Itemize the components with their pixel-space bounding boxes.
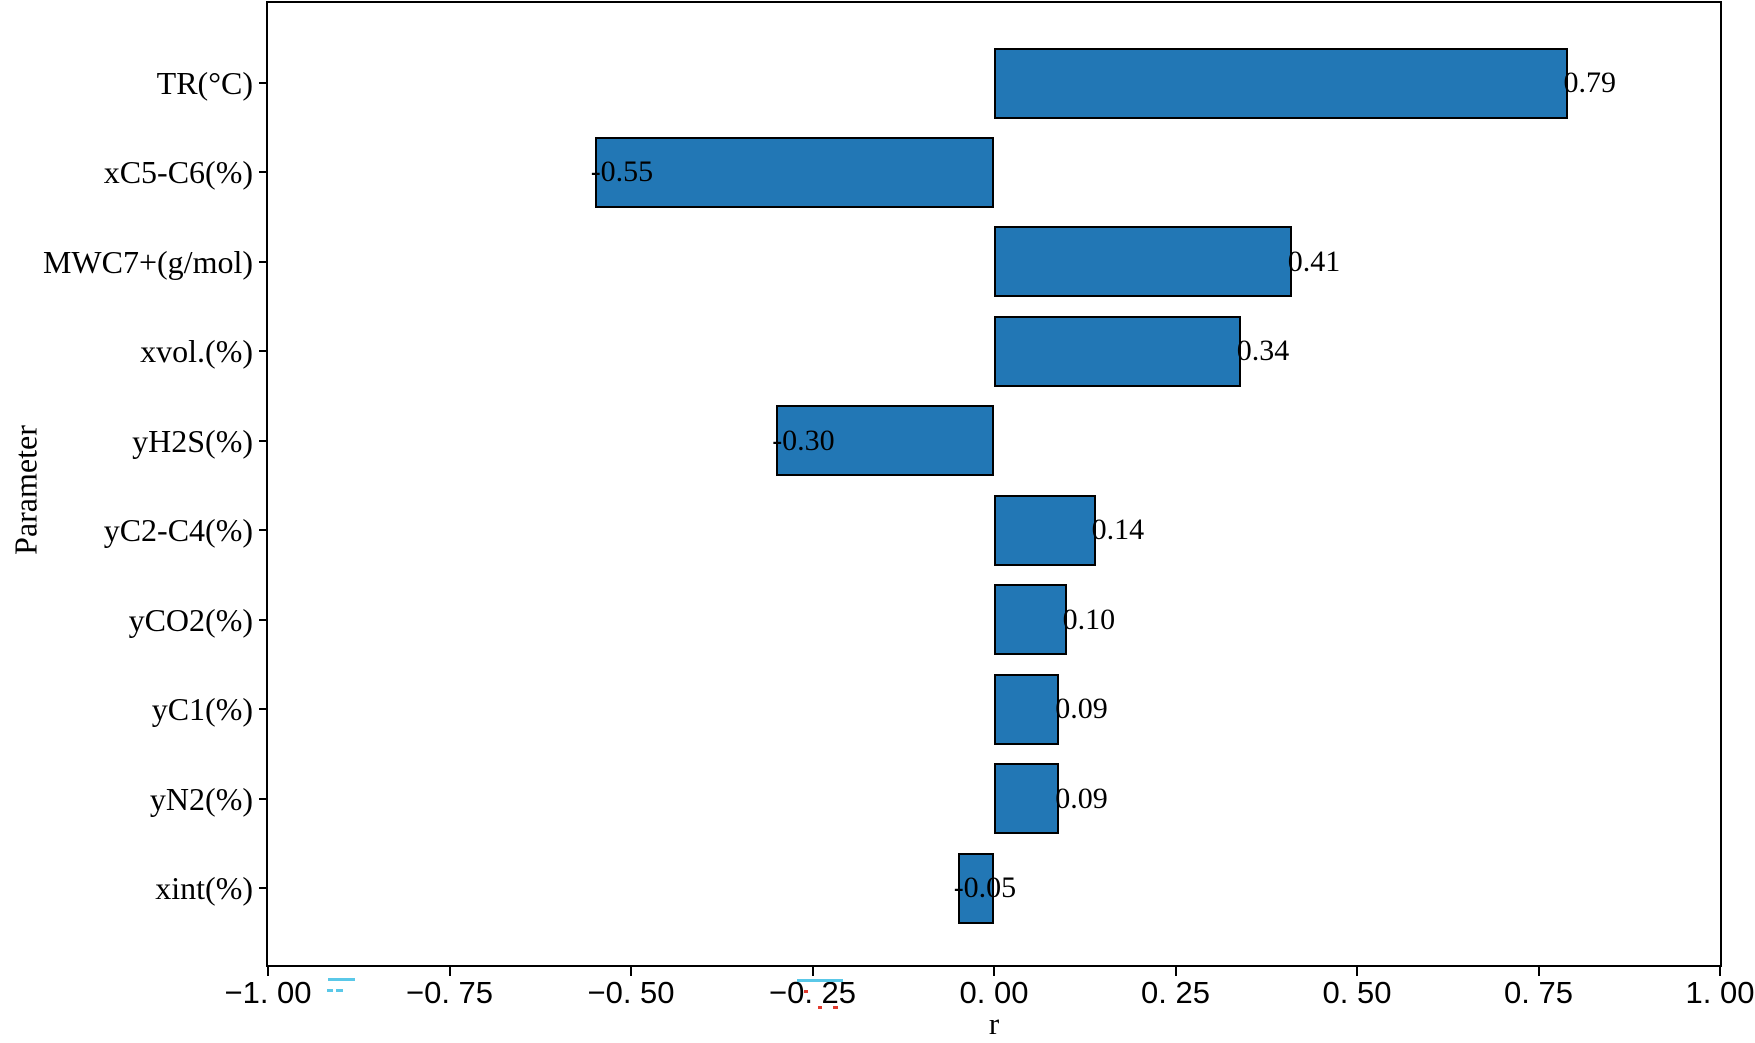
y-tick-label: yH2S(%) — [132, 422, 253, 459]
x-tick-label: 0. 50 — [1322, 975, 1392, 1010]
y-axis-title: Parameter — [7, 425, 44, 555]
y-tick-label: TR(°C) — [156, 65, 253, 101]
cyan-dot-artifact — [327, 989, 333, 992]
bar-value-label: 0.41 — [1287, 244, 1341, 278]
bar — [994, 47, 1568, 119]
bar-value-label: 0.09 — [1055, 692, 1108, 726]
y-tick-label: yCO2(%) — [128, 601, 253, 638]
bar — [957, 852, 994, 924]
red-speck-artifact — [818, 1006, 822, 1009]
x-axis-title: r — [988, 1006, 1000, 1041]
bar — [994, 763, 1060, 835]
y-tick-mark — [259, 797, 268, 800]
y-tick-label: yN2(%) — [149, 780, 253, 817]
x-tick-label: 0. 25 — [1141, 975, 1210, 1010]
bar — [994, 584, 1067, 656]
bar-value-label: 0.34 — [1236, 334, 1290, 368]
x-tick-mark — [448, 965, 451, 976]
bar — [994, 673, 1060, 745]
cyan-dot-artifact — [336, 989, 343, 992]
y-tick-mark — [259, 618, 268, 621]
y-tick-mark — [259, 82, 268, 84]
y-tick-label: yC1(%) — [151, 691, 253, 728]
y-tick-mark — [259, 708, 268, 711]
bar-value-label: -0.05 — [953, 871, 1017, 904]
y-tick-label: yC2-C4(%) — [103, 512, 253, 549]
bar-value-label: 0.14 — [1091, 513, 1145, 547]
y-tick-mark — [259, 439, 268, 442]
x-tick-label: −0. 50 — [587, 975, 675, 1010]
bar-value-label: -0.30 — [772, 423, 835, 457]
y-tick-mark — [259, 171, 268, 174]
y-tick-mark — [259, 350, 268, 353]
red-speck-artifact — [833, 1006, 838, 1009]
x-tick-mark — [1719, 965, 1721, 976]
y-tick-mark — [259, 887, 268, 889]
red-speck-artifact — [804, 990, 808, 993]
bar-value-label: 0.79 — [1563, 66, 1617, 99]
cyan-overline-artifact — [797, 979, 843, 982]
bar — [994, 315, 1241, 387]
cyan-dash-artifact — [328, 978, 355, 981]
x-tick-mark — [993, 965, 995, 976]
x-tick-mark — [267, 965, 269, 976]
x-tick-mark — [1174, 965, 1177, 976]
bar-value-label: 0.10 — [1062, 602, 1116, 636]
x-tick-mark — [1537, 965, 1540, 976]
x-tick-label: 0. 00 — [959, 975, 1029, 1010]
x-tick-mark — [630, 965, 632, 976]
bar — [994, 494, 1096, 566]
y-tick-mark — [259, 529, 268, 532]
y-tick-mark — [259, 260, 268, 263]
bar — [594, 136, 994, 208]
x-tick-mark — [811, 965, 814, 976]
y-tick-label: MWC7+(g/mol) — [42, 243, 253, 280]
x-tick-label: 0. 75 — [1504, 975, 1573, 1010]
bar — [776, 405, 994, 477]
y-tick-label: xint(%) — [155, 870, 253, 906]
y-tick-label: xC5-C6(%) — [103, 154, 253, 191]
bar — [994, 226, 1292, 298]
x-tick-label: 1. 00 — [1685, 975, 1755, 1010]
bar-value-label: 0.09 — [1055, 781, 1108, 815]
x-tick-mark — [1356, 965, 1358, 976]
y-tick-label: xvol.(%) — [140, 333, 253, 370]
x-tick-label: −0. 75 — [405, 975, 494, 1010]
x-tick-label: −1. 00 — [224, 975, 312, 1010]
bar-value-label: -0.55 — [590, 155, 654, 189]
